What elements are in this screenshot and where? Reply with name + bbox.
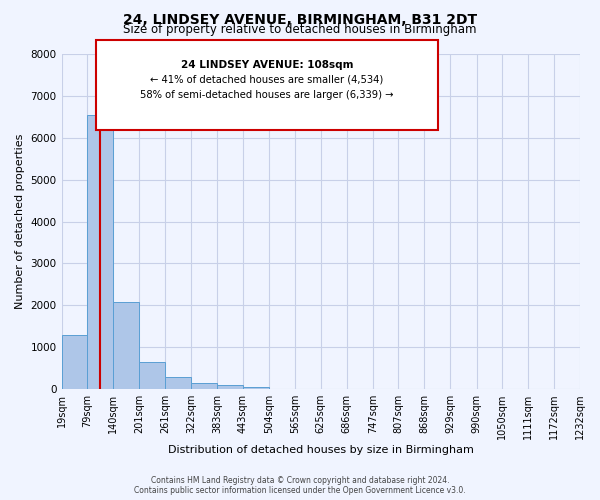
Bar — [165, 376, 191, 389]
Bar — [191, 383, 217, 389]
Text: 24, LINDSEY AVENUE, BIRMINGHAM, B31 2DT: 24, LINDSEY AVENUE, BIRMINGHAM, B31 2DT — [123, 12, 477, 26]
Text: 58% of semi-detached houses are larger (6,339) →: 58% of semi-detached houses are larger (… — [140, 90, 394, 100]
Bar — [113, 302, 139, 389]
Bar — [139, 362, 165, 389]
Text: ← 41% of detached houses are smaller (4,534): ← 41% of detached houses are smaller (4,… — [151, 75, 383, 85]
Text: 24 LINDSEY AVENUE: 108sqm: 24 LINDSEY AVENUE: 108sqm — [181, 60, 353, 70]
Text: Contains HM Land Registry data © Crown copyright and database right 2024.
Contai: Contains HM Land Registry data © Crown c… — [134, 476, 466, 495]
X-axis label: Distribution of detached houses by size in Birmingham: Distribution of detached houses by size … — [168, 445, 474, 455]
Y-axis label: Number of detached properties: Number of detached properties — [15, 134, 25, 309]
Bar — [87, 114, 113, 389]
Text: Size of property relative to detached houses in Birmingham: Size of property relative to detached ho… — [123, 22, 477, 36]
Bar — [243, 386, 269, 389]
Bar — [62, 334, 87, 389]
Bar — [217, 385, 243, 389]
